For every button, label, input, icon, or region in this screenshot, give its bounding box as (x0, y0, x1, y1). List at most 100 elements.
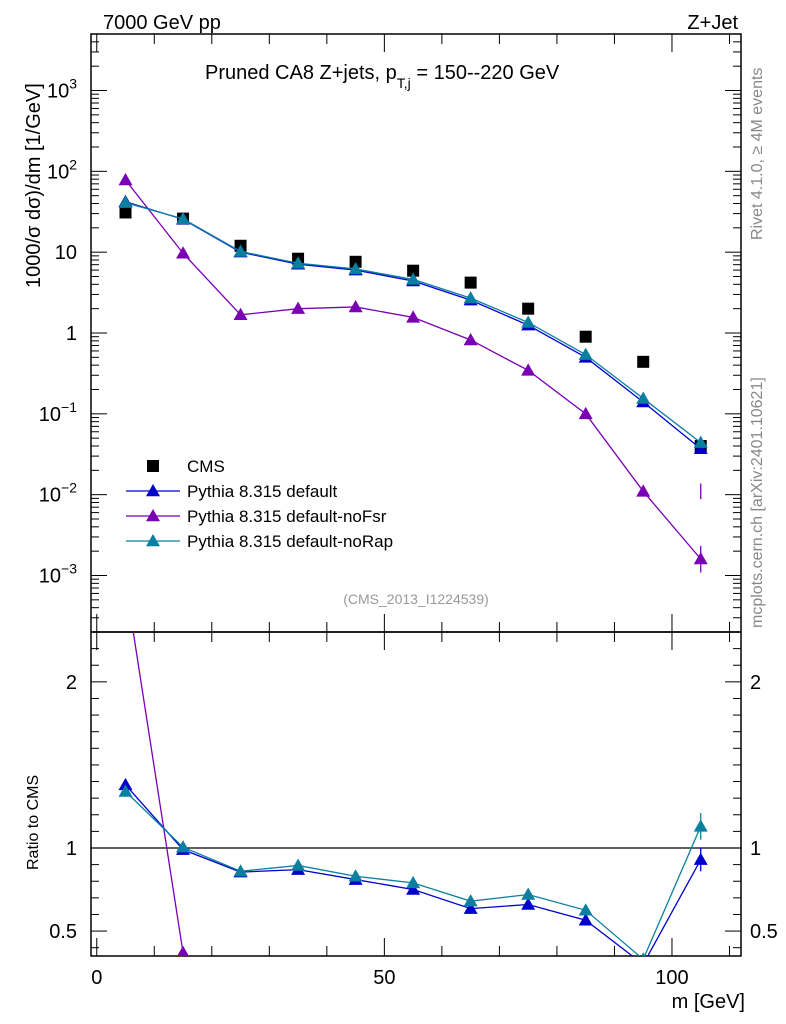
ratio-point-default (521, 897, 536, 910)
point-cms (349, 255, 362, 268)
ratio-y-tick-label: 1 (66, 838, 77, 860)
tick-exponent: −3 (61, 560, 77, 576)
legend-label-noRap: Pythia 8.315 default-noRap (187, 532, 393, 551)
ratio-point-noFsr (636, 1003, 650, 1015)
ratio-point-noFsr (119, 575, 133, 587)
ratio-plot-data (91, 575, 741, 1015)
tick-exponent: 3 (69, 76, 77, 92)
ratio-y-tick-label-right: 2 (750, 672, 761, 694)
point-noRap (118, 195, 133, 208)
series-line-noRap (125, 202, 702, 444)
ratio-point-noFsr (406, 964, 420, 976)
ratio-point-noRap (176, 840, 191, 853)
point-noFsr (463, 332, 478, 346)
ratio-line-noFsr (132, 632, 190, 956)
ratio-y-tick-label-right: 0.5 (750, 921, 778, 943)
title-main: Pruned CA8 Z+jets, p (205, 62, 397, 84)
ratio-point-noRap (578, 903, 593, 916)
ratio-point-noFsr (521, 979, 535, 991)
ratio-y-tick-label: 2 (66, 672, 77, 694)
point-noFsr (636, 484, 651, 497)
x-tick-label: 50 (373, 967, 395, 989)
main-plot-data (118, 173, 708, 573)
main-y-axis-label: 1000/σ dσ)/dm [1/GeV] (23, 83, 45, 288)
ratio-line-noRap (125, 791, 702, 956)
ratio-point-noFsr (579, 989, 593, 1001)
point-noRap (406, 272, 421, 285)
point-noRap (521, 315, 536, 328)
legend-marker-cms (147, 460, 159, 472)
ratio-point-noRap (348, 869, 363, 882)
tick-base: 10 (47, 81, 69, 103)
title-rest: = 150--220 GeV (411, 62, 560, 84)
point-noRap (463, 291, 478, 304)
tick-base: 10 (39, 565, 61, 587)
main-y-tick-label: 102 (47, 156, 77, 183)
legend-marker-noRap (146, 534, 160, 547)
point-noFsr (233, 307, 248, 321)
main-y-tick-label: 10 (55, 242, 77, 264)
ratio-y-axis-label: Ratio to CMS (25, 775, 42, 870)
legend-label-default: Pythia 8.315 default (187, 482, 338, 501)
ratio-point-default (463, 901, 478, 914)
ratio-point-noFsr (349, 961, 363, 973)
tick-exponent: 2 (69, 156, 77, 172)
ratio-point-noRap (291, 858, 306, 871)
chart-title: Pruned CA8 Z+jets, pT,j = 150--220 GeV (205, 62, 560, 91)
point-cms (407, 264, 420, 277)
ratio-point-noFsr (464, 974, 478, 986)
point-cms (464, 276, 477, 289)
x-tick-label: 0 (91, 967, 102, 989)
main-y-tick-label: 10−1 (39, 399, 77, 426)
legend-label-noFsr: Pythia 8.315 default-noFsr (187, 507, 387, 526)
ratio-frame (90, 631, 742, 957)
process-label: Z+Jet (687, 12, 738, 34)
point-noRap (291, 256, 306, 269)
point-noRap (693, 435, 708, 448)
ratio-point-noRap (118, 784, 133, 797)
ratio-point-noRap (406, 875, 421, 889)
point-noFsr (521, 363, 536, 376)
ratio-point-noRap (641, 952, 646, 956)
point-noFsr (118, 173, 133, 186)
title-subscript: T,j (397, 75, 411, 91)
main-y-tick-label: 1 (66, 323, 77, 345)
ratio-axis-ticks: 0 50 100 2 2 1 1 0.5 0.5 (49, 632, 778, 989)
point-noFsr (406, 310, 421, 323)
tick-base: 10 (39, 485, 61, 507)
legend-marker-default (146, 484, 160, 497)
rivet-version-label: Rivet 4.1.0, ≥ 4M events (749, 68, 766, 240)
series-line-noFsr (125, 179, 702, 560)
x-tick-label: 100 (655, 967, 688, 989)
ratio-point-default (118, 777, 133, 791)
point-cms (119, 206, 132, 219)
series-line-default (125, 201, 702, 450)
point-noRap (348, 261, 363, 275)
mcplots-label: mcplots.cern.ch [arXiv:2401.10621] (749, 377, 766, 628)
legend-marker-noFsr (146, 509, 160, 522)
point-noRap (578, 347, 593, 360)
ratio-line-default (125, 784, 702, 956)
ratio-y-tick-label: 0.5 (49, 921, 77, 943)
main-y-tick-label: 103 (47, 76, 77, 103)
point-noFsr (348, 299, 363, 313)
ratio-point-noRap (233, 864, 248, 877)
point-noFsr (578, 406, 593, 420)
x-axis-label: m [GeV] (672, 991, 745, 1013)
ratio-point-default (578, 913, 593, 926)
legend-label-cms: CMS (187, 457, 225, 476)
main-y-tick-label: 10−2 (39, 480, 77, 507)
point-noFsr (291, 301, 306, 314)
point-cms (579, 330, 592, 343)
tick-exponent: −2 (61, 480, 77, 496)
legend: CMS Pythia 8.315 default Pythia 8.315 defa… (126, 457, 393, 551)
point-cms (522, 302, 535, 315)
tick-base: 10 (39, 404, 61, 426)
ratio-y-tick-label-right: 1 (750, 838, 761, 860)
point-noRap (233, 244, 248, 257)
point-noRap (176, 211, 191, 225)
ratio-point-default (636, 957, 650, 969)
point-noRap (636, 391, 651, 404)
